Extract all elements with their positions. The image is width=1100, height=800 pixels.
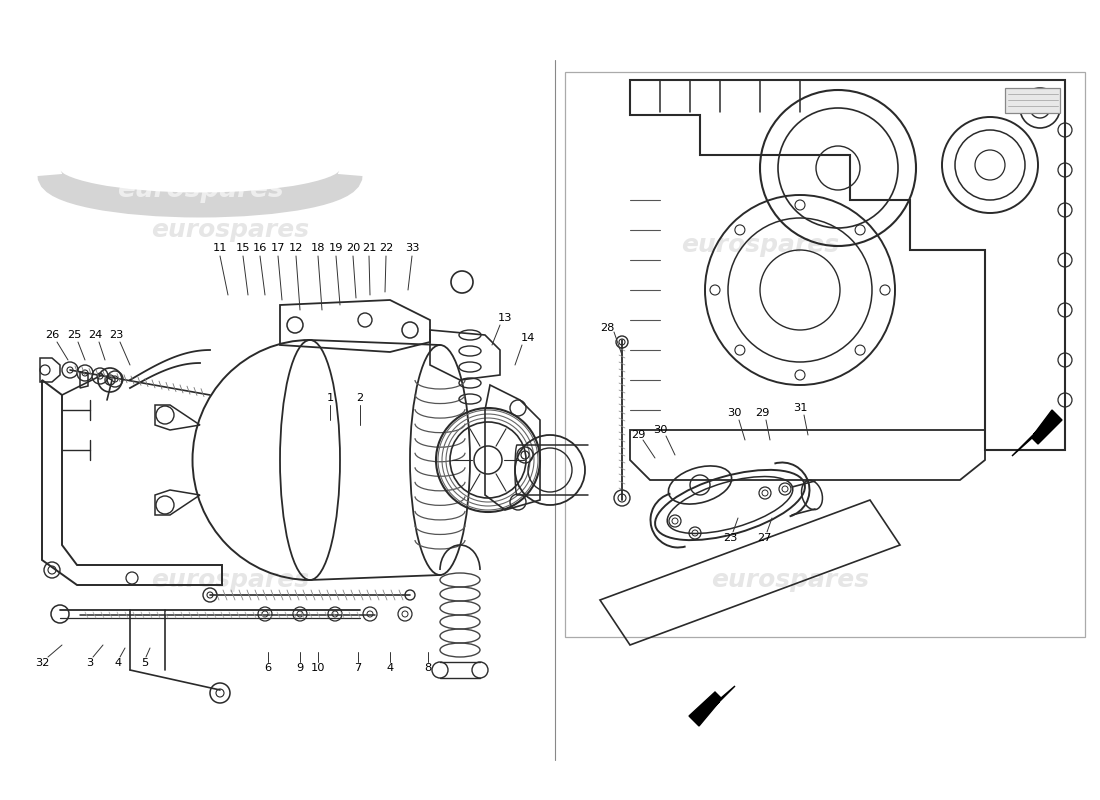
Text: 25: 25 [67,330,81,340]
Text: 19: 19 [329,243,343,253]
Text: 17: 17 [271,243,285,253]
Text: 16: 16 [253,243,267,253]
Polygon shape [1012,410,1062,456]
Text: 13: 13 [497,313,513,323]
Text: eurospares: eurospares [151,218,309,242]
Text: 23: 23 [109,330,123,340]
Text: 4: 4 [114,658,122,668]
Text: 1: 1 [327,393,333,403]
Text: 11: 11 [212,243,228,253]
Text: 32: 32 [35,658,50,668]
Text: 29: 29 [630,430,646,440]
Polygon shape [689,686,735,726]
Text: 31: 31 [793,403,807,413]
Text: eurospares: eurospares [681,233,839,257]
Text: 29: 29 [755,408,769,418]
Text: 28: 28 [600,323,614,333]
Bar [1005,88,1060,113]
Text: 33: 33 [405,243,419,253]
Text: 10: 10 [310,663,326,673]
Text: 3: 3 [87,658,94,668]
Text: 12: 12 [289,243,304,253]
Text: 24: 24 [88,330,102,340]
Text: 27: 27 [757,533,771,543]
Text: 15: 15 [235,243,251,253]
Text: 9: 9 [296,663,304,673]
Text: 30: 30 [727,408,741,418]
Text: 5: 5 [142,658,148,668]
Text: 18: 18 [310,243,326,253]
Text: 4: 4 [386,663,394,673]
Text: eurospares: eurospares [117,177,284,203]
Text: 30: 30 [652,425,668,435]
Text: 6: 6 [264,663,272,673]
Text: 26: 26 [45,330,59,340]
Text: 2: 2 [356,393,364,403]
Text: 7: 7 [354,663,362,673]
Text: 20: 20 [345,243,360,253]
Bar [565,72,1085,637]
Text: eurospares: eurospares [711,568,869,592]
Text: 14: 14 [520,333,536,343]
Text: 8: 8 [425,663,431,673]
Text: 23: 23 [723,533,737,543]
Text: 22: 22 [378,243,393,253]
Text: 21: 21 [362,243,376,253]
Text: eurospares: eurospares [151,568,309,592]
